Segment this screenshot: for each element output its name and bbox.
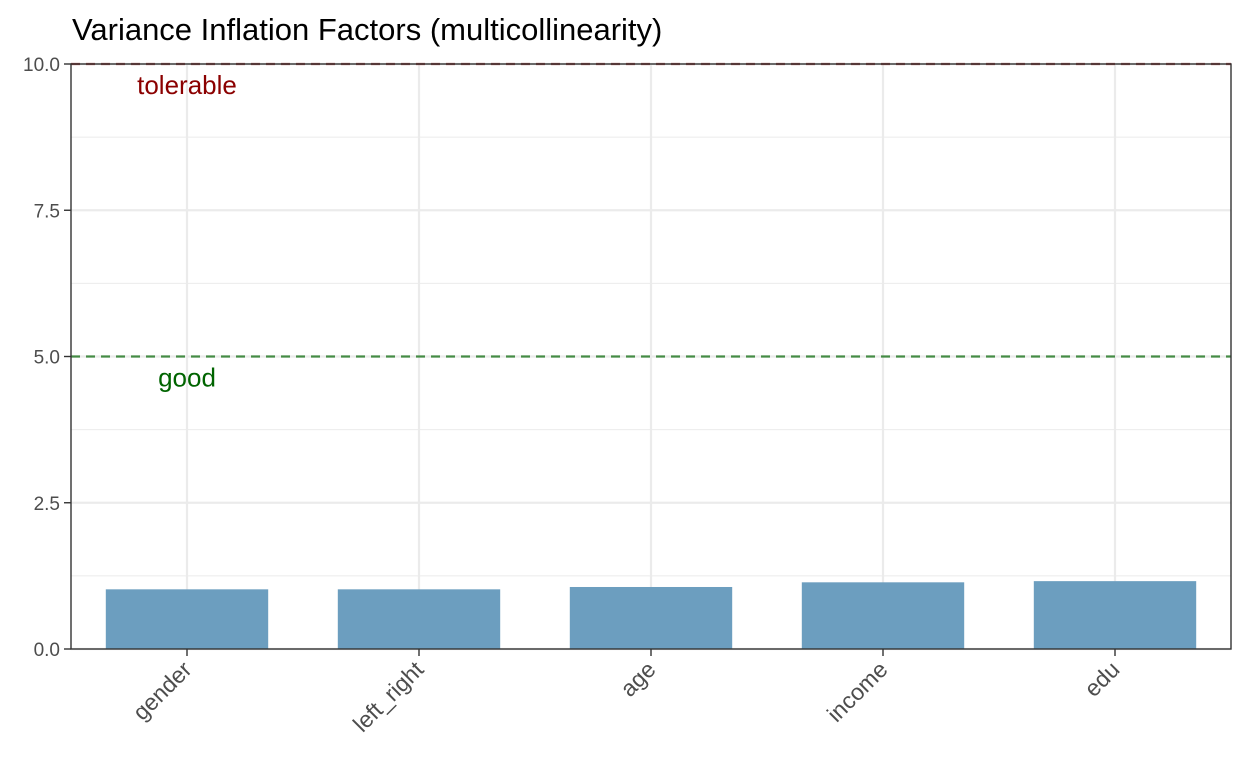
y-tick-label: 0.0 [34,640,60,661]
x-tick-label-edu: edu [1079,656,1125,702]
x-tick-label-gender: gender [128,656,197,725]
bar-edu [1033,581,1197,649]
annotation-good: good [158,363,216,393]
bar-left_right [337,589,501,649]
bar-gender [105,589,269,649]
bar-income [801,582,965,649]
bar-age [569,586,733,649]
y-tick-label: 2.5 [34,494,60,515]
bars-layer [105,581,1197,649]
chart-title: Variance Inflation Factors (multicolline… [72,12,662,47]
y-tick-label: 10.0 [23,55,60,76]
y-tick-label: 7.5 [34,201,60,222]
y-tick-label: 5.0 [34,348,60,369]
annotation-tolerable: tolerable [137,70,237,100]
x-tick-label-income: income [822,656,893,727]
x-tick-label-left_right: left_right [348,656,429,737]
x-tick-label-age: age [615,656,661,702]
